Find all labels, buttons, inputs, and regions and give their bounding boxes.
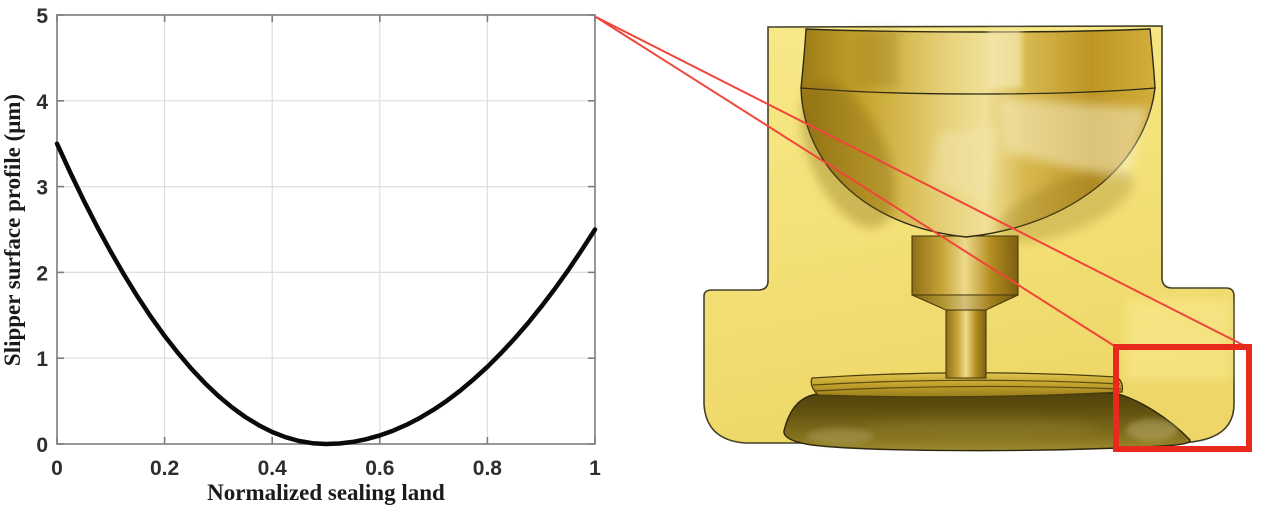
x-axis-label: Normalized sealing land: [207, 480, 445, 505]
y-tick-label: 2: [36, 262, 48, 285]
piston-neck-chamfer: [911, 294, 1019, 311]
profile-curve: [54, 141, 598, 447]
cup-streak-dark: [856, 30, 898, 88]
profile-chart: 0 0.2 0.4 0.6 0.8 1 0 1 2 3 4 5 Normalized sealing …: [0, 5, 601, 505]
y-axis-label: Slipper surface profile (μm): [0, 94, 25, 366]
piston-ball-and-socket: [800, 28, 1156, 238]
slipper-foot-bowl: [783, 392, 1191, 452]
profile-curve-line: [54, 141, 598, 447]
axes-box: [56, 14, 596, 445]
chart-tick-labels: 0 0.2 0.4 0.6 0.8 1 0 1 2 3 4 5: [36, 5, 601, 480]
ball-reflection-small: [928, 128, 1000, 200]
rim-ring-line-1: [812, 379, 1121, 386]
ball-shade-bottom: [998, 169, 1134, 243]
ball-reflection-large: [1000, 98, 1148, 182]
x-tick-label: 1: [589, 457, 601, 480]
bowl-sheen: [860, 419, 1100, 437]
x-tick-label: 0.2: [150, 457, 179, 480]
x-tick-label: 0.4: [258, 457, 288, 480]
y-tick-label: 0: [36, 434, 48, 457]
ball-shade-left: [800, 82, 896, 228]
zoom-callout: [595, 16, 1252, 452]
piston-neck-cylinder: [911, 235, 1019, 296]
chart-gridlines: [57, 15, 595, 444]
zoom-region-rectangle: [1113, 344, 1252, 452]
x-tick-label: 0.8: [473, 457, 503, 480]
y-tick-label: 4: [36, 91, 48, 114]
cup-streak-bright: [988, 30, 1022, 88]
slipper-foot-rim: [810, 372, 1124, 398]
slipper-body-section: [703, 25, 1235, 444]
piston-stem: [945, 309, 987, 379]
x-tick-label: 0: [51, 457, 63, 480]
y-tick-label: 5: [36, 5, 48, 28]
bowl-highlight-right: [1126, 419, 1178, 441]
socket-seam-line: [800, 87, 1156, 95]
body-face-sheen: [1125, 300, 1230, 380]
x-tick-label: 0.6: [365, 457, 394, 480]
piston-neck-chamfer-shade: [912, 295, 1018, 310]
callout-line-upper: [595, 16, 1250, 349]
rim-ring-line-2: [814, 385, 1122, 392]
bowl-highlight-left: [806, 428, 874, 444]
chart-axes: [56, 14, 596, 445]
y-tick-label: 1: [36, 348, 48, 371]
y-tick-label: 3: [36, 177, 48, 200]
